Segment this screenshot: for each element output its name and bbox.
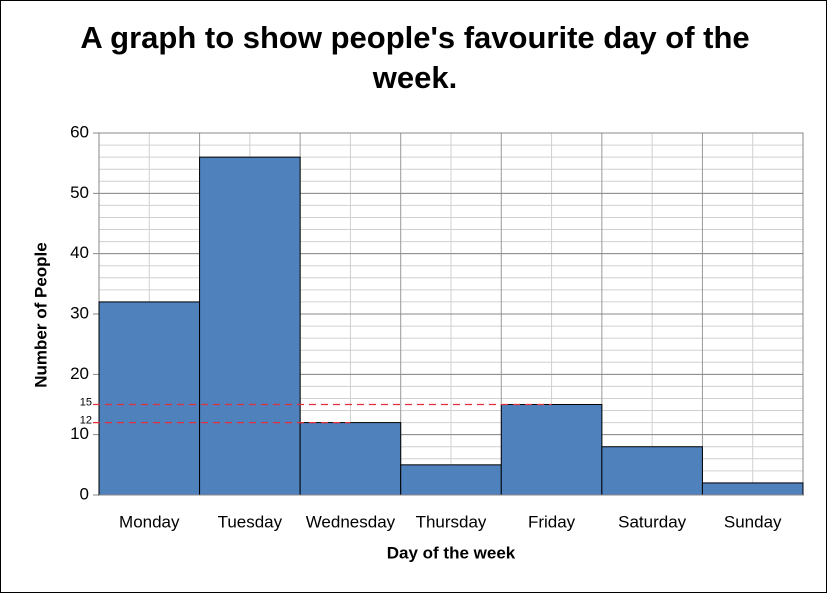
x-tick-label: Saturday	[618, 512, 687, 531]
bar	[98, 301, 201, 496]
bar	[701, 482, 804, 496]
y-tick-label: 50	[70, 183, 89, 202]
reference-label: 12	[80, 415, 92, 427]
bar	[400, 464, 502, 496]
y-tick-label: 10	[70, 424, 89, 443]
reference-label: 15	[80, 396, 92, 408]
bar	[299, 422, 402, 496]
y-tick-label: 40	[70, 243, 89, 262]
x-tick-label: Monday	[119, 512, 180, 531]
bar	[500, 404, 603, 496]
x-tick-label: Thursday	[416, 512, 487, 531]
y-tick-label: 60	[70, 122, 89, 141]
x-axis-label: Day of the week	[387, 543, 516, 562]
bar	[601, 446, 703, 496]
x-tick-label: Tuesday	[218, 512, 283, 531]
x-tick-label: Friday	[528, 512, 576, 531]
y-tick-label: 0	[80, 484, 89, 503]
y-tick-label: 30	[70, 303, 89, 322]
chart-title: A graph to show people's favourite day o…	[80, 20, 750, 95]
x-tick-label: Wednesday	[306, 512, 396, 531]
x-tick-label: Sunday	[724, 512, 782, 531]
y-axis-label: Number of People	[31, 242, 50, 387]
y-tick-label: 20	[70, 364, 89, 383]
bar	[199, 156, 301, 496]
